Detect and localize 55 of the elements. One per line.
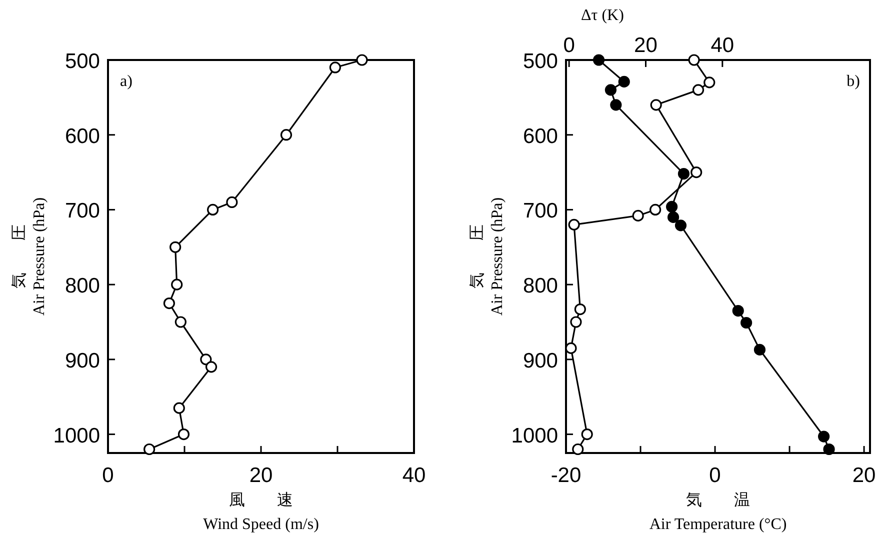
point — [171, 278, 183, 290]
y-axis-title: 気 圧 Air Pressure (hPa) — [11, 197, 48, 316]
point — [674, 220, 687, 232]
point — [610, 99, 622, 111]
x2-tick-label: 40 — [710, 34, 734, 57]
point — [329, 62, 342, 74]
point — [174, 316, 186, 328]
y-tick-label: 600 — [64, 124, 100, 148]
point — [592, 54, 605, 66]
point — [170, 241, 182, 253]
x-tick-label: 0 — [709, 464, 721, 487]
point — [280, 129, 292, 141]
y-tick-label: 1000 — [511, 424, 558, 448]
point — [200, 354, 212, 366]
y-tick-label: 500 — [64, 50, 100, 73]
point — [604, 84, 617, 96]
x2-tick-label: 20 — [634, 34, 658, 57]
annotation: b) — [846, 73, 860, 90]
x-axis-title: 風 速 Wind Speed (m/s) — [203, 491, 319, 533]
point — [754, 344, 766, 356]
x2-axis-title: Δτ (K) — [581, 7, 624, 24]
point — [178, 428, 190, 440]
point — [173, 402, 185, 414]
point — [818, 430, 830, 442]
point — [144, 443, 156, 456]
y-tick-label: 700 — [522, 200, 558, 223]
x-axis-title: 気 温 Air Temperature (°C) — [649, 492, 787, 533]
point — [740, 316, 752, 329]
x-tick-label: 40 — [402, 464, 426, 487]
y-tick-label: 900 — [522, 349, 558, 372]
x2-tick-label: 0 — [563, 34, 575, 57]
x-tick-label: 20 — [852, 464, 876, 487]
point — [163, 297, 175, 310]
point — [667, 211, 680, 223]
point — [356, 54, 368, 66]
point — [732, 304, 744, 317]
x-tick-label: -20 — [550, 464, 582, 487]
point — [205, 361, 218, 373]
point — [618, 76, 630, 88]
y-tick-label: 900 — [64, 349, 100, 372]
point — [666, 200, 678, 213]
point — [226, 196, 238, 208]
point — [678, 168, 690, 180]
y-tick-label: 1000 — [53, 424, 100, 448]
y-axis-title: 気 圧 Air Pressure (hPa) — [469, 197, 506, 316]
x-tick-label: 0 — [102, 464, 114, 487]
y-tick-label: 800 — [64, 274, 100, 298]
y-tick-label: 500 — [522, 50, 558, 73]
point — [207, 204, 219, 216]
y-tick-label: 600 — [522, 124, 558, 148]
y-tick-label: 800 — [522, 274, 558, 298]
x-tick-label: 20 — [249, 464, 273, 487]
y-tick-label: 700 — [64, 200, 100, 223]
point — [823, 443, 835, 456]
annotation: a) — [120, 73, 132, 90]
